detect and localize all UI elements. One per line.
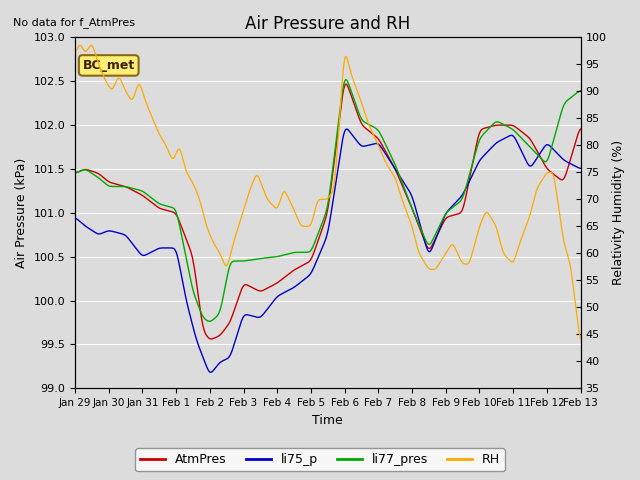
Text: BC_met: BC_met: [83, 59, 135, 72]
Y-axis label: Air Pressure (kPa): Air Pressure (kPa): [15, 158, 28, 268]
Y-axis label: Relativity Humidity (%): Relativity Humidity (%): [612, 140, 625, 286]
Text: No data for f_AtmPres: No data for f_AtmPres: [13, 17, 135, 28]
Legend: AtmPres, li75_p, li77_pres, RH: AtmPres, li75_p, li77_pres, RH: [135, 448, 505, 471]
X-axis label: Time: Time: [312, 414, 343, 427]
Title: Air Pressure and RH: Air Pressure and RH: [245, 15, 410, 33]
